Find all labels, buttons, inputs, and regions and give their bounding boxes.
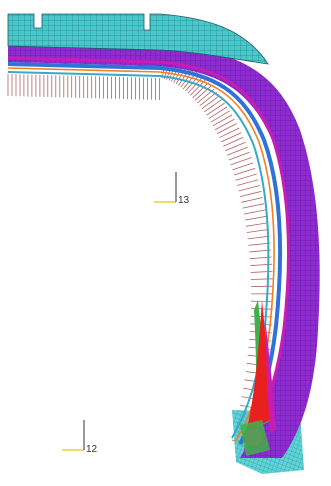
pressure-load-arrow	[206, 102, 225, 116]
pressure-load-arrow	[247, 235, 270, 240]
pressure-load-arrow	[250, 271, 273, 273]
pressure-load-arrow	[217, 123, 237, 134]
pressure-load-arrow	[221, 132, 242, 143]
coordinate-triad-12: 12	[62, 420, 98, 455]
pressure-load-arrow	[226, 146, 248, 156]
pressure-load-arrow	[208, 106, 228, 119]
pressure-load-arrow	[233, 168, 256, 176]
pressure-load-arrow	[232, 162, 254, 171]
pressure-load-arrow	[194, 85, 212, 101]
pressure-load-arrow	[225, 141, 246, 152]
pressure-load-arrow	[243, 209, 266, 215]
pressure-load-arrow	[215, 118, 235, 130]
bead-apex-filler	[246, 300, 270, 432]
pressure-load-arrow	[248, 242, 271, 246]
pressure-load-arrow	[199, 91, 218, 107]
chafer-green	[240, 420, 270, 456]
triad-12-label: 12	[86, 444, 98, 455]
pressure-load-arrow	[223, 136, 244, 147]
pressure-load-arrow	[230, 157, 252, 166]
pressure-load-arrow	[228, 151, 250, 161]
belt-blue-layer	[7, 62, 283, 446]
pressure-load-arrow	[187, 76, 204, 94]
coordinate-triad-13: 13	[154, 172, 190, 206]
bead-apex-magenta-edge	[265, 318, 276, 432]
pressure-load-arrow	[192, 82, 209, 99]
pressure-load-arrow	[238, 185, 261, 192]
triad-13-label: 13	[178, 195, 190, 206]
pressure-load-arrow	[236, 179, 259, 186]
pressure-load-arrow	[244, 215, 267, 221]
pressure-load-arrow	[242, 203, 265, 209]
pressure-load-arrow	[203, 98, 223, 113]
pressure-load-arrow	[235, 173, 257, 181]
pressure-load-arrow	[246, 229, 269, 233]
pressure-load-arrow	[241, 197, 263, 203]
pressure-load-arrow	[219, 127, 240, 139]
pressure-load-arrow	[201, 95, 220, 110]
inner-liner-teal	[7, 71, 270, 439]
pressure-load-arrow	[250, 278, 273, 280]
tread-block-mesh	[7, 13, 269, 65]
outer-sidewall-band	[8, 40, 320, 458]
pressure-load-arrow	[245, 222, 268, 227]
ply-orange-line	[7, 67, 275, 443]
pressure-load-arrow	[210, 110, 230, 123]
pressure-load-arrow	[239, 191, 262, 197]
pressure-load-arrow	[212, 114, 233, 127]
pressure-load-arrows	[7, 56, 274, 446]
